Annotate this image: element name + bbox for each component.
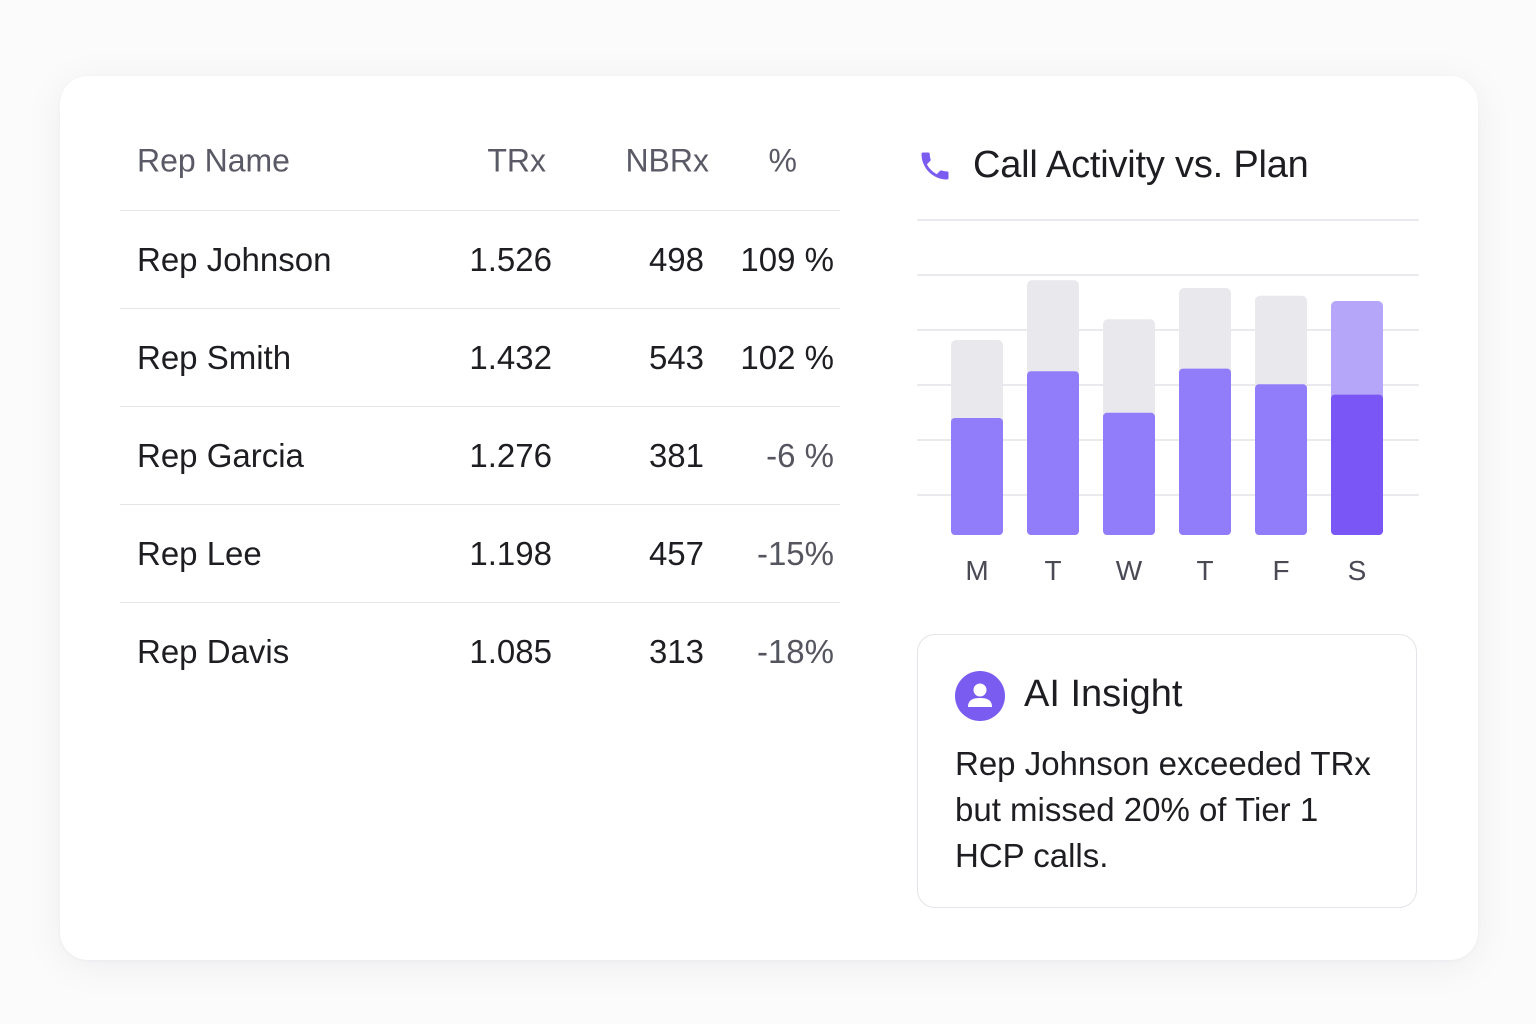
table-header-row: Rep Name TRx NBRx % <box>120 112 840 211</box>
percent-cell: -18% <box>756 632 834 670</box>
user-icon-glyph <box>968 683 992 707</box>
nbrx-cell: 543 <box>648 338 704 376</box>
x-tick-label: M <box>965 555 988 586</box>
percent-cell: -6 % <box>766 436 834 474</box>
actual-bar[interactable] <box>1331 394 1383 535</box>
percent-cell: 102 % <box>740 338 834 376</box>
nbrx-cell: 498 <box>648 240 704 278</box>
rep-name-cell: Rep Lee <box>137 534 262 572</box>
actual-bar[interactable] <box>951 418 1003 535</box>
column-header-trx[interactable]: TRx <box>487 142 546 179</box>
x-tick-label: T <box>1196 555 1213 586</box>
chart-title: Call Activity vs. Plan <box>973 144 1309 186</box>
trx-cell: 1.432 <box>469 338 552 376</box>
column-header-nbrx[interactable]: NBRx <box>625 142 709 179</box>
percent-cell: -15% <box>756 534 834 572</box>
table-row[interactable]: Rep Smith 1.432 543 102 % <box>120 309 840 407</box>
rep-name-cell: Rep Davis <box>137 632 290 670</box>
actual-bar[interactable] <box>1103 412 1155 535</box>
x-tick-label: F <box>1272 555 1289 586</box>
table-row[interactable]: Rep Johnson 1.526 498 109 % <box>120 211 840 309</box>
trx-cell: 1.526 <box>469 240 552 278</box>
x-tick-label: W <box>1116 555 1143 586</box>
percent-cell: 109 % <box>740 240 834 278</box>
insight-text: Rep Johnson exceeded TRx but missed 20% … <box>955 745 1371 874</box>
nbrx-cell: 457 <box>648 534 704 572</box>
column-header-rep-name[interactable]: Rep Name <box>137 142 290 179</box>
nbrx-cell: 381 <box>648 436 704 474</box>
actual-bar[interactable] <box>1255 384 1307 535</box>
rep-performance-table: Rep Name TRx NBRx % Rep Johnson 1.526 49… <box>120 112 840 700</box>
chart-header: Call Activity vs. Plan <box>917 142 1419 192</box>
rep-name-cell: Rep Johnson <box>137 240 332 278</box>
call-activity-chart-panel: Call Activity vs. Plan M T W T F S <box>917 130 1419 600</box>
table-row[interactable]: Rep Lee 1.198 457 -15% <box>120 505 840 603</box>
phone-icon <box>921 152 949 180</box>
x-tick-label: S <box>1348 555 1367 586</box>
actual-bar[interactable] <box>1179 368 1231 535</box>
nbrx-cell: 313 <box>648 632 704 670</box>
column-header-percent[interactable]: % <box>768 142 797 179</box>
rep-name-cell: Rep Garcia <box>137 436 304 474</box>
table-row[interactable]: Rep Garcia 1.276 381 -6 % <box>120 407 840 505</box>
table-row[interactable]: Rep Davis 1.085 313 -18% <box>120 603 840 700</box>
trx-cell: 1.198 <box>469 534 552 572</box>
actual-bar[interactable] <box>1027 371 1079 535</box>
trx-cell: 1.085 <box>469 632 552 670</box>
user-icon <box>955 671 1005 721</box>
trx-cell: 1.276 <box>469 436 552 474</box>
insight-title: AI Insight <box>1024 673 1183 715</box>
rep-name-cell: Rep Smith <box>137 338 292 376</box>
x-tick-label: T <box>1044 555 1061 586</box>
ai-insight-card: AI Insight Rep Johnson exceeded TRx but … <box>917 634 1417 908</box>
